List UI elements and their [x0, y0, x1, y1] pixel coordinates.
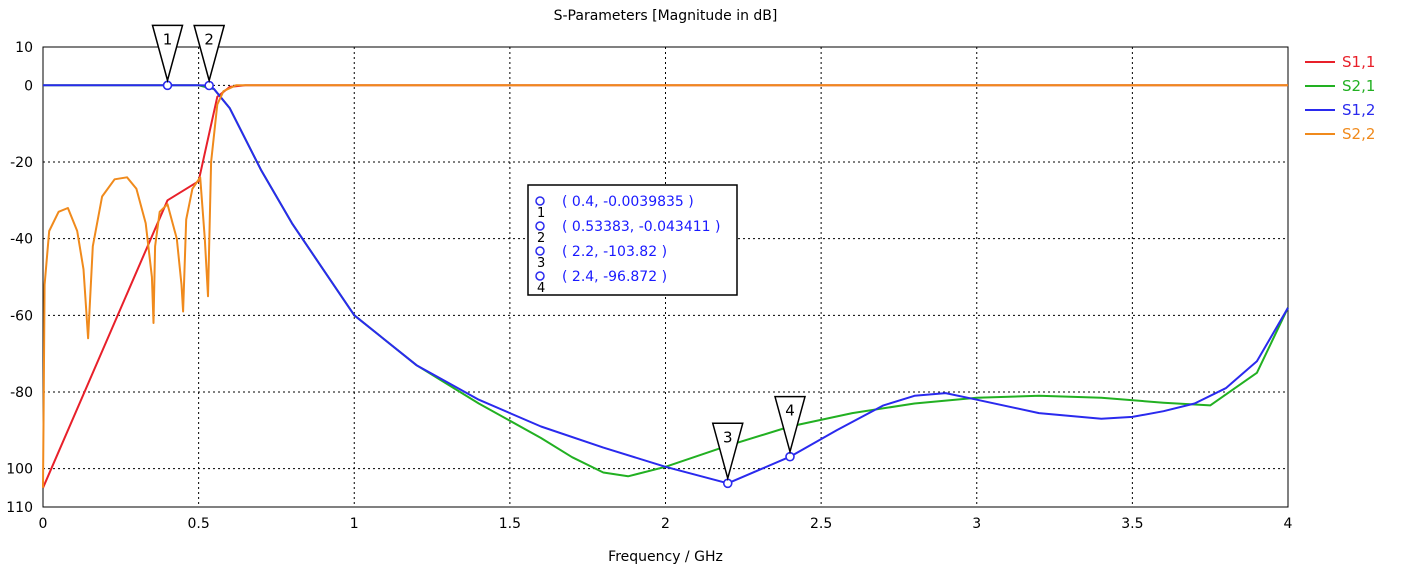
marker-flag-label-3: 3	[723, 428, 733, 446]
y-tick-label: 10	[15, 40, 33, 56]
marker-box-id-4: 4	[537, 281, 545, 296]
legend-label: S2,1	[1342, 77, 1375, 95]
x-tick-label: 3.5	[1121, 516, 1143, 532]
x-tick-label: 0.5	[187, 516, 209, 532]
marker-flag-4	[774, 395, 806, 455]
marker-value-box: 1 ( 0.4, -0.0039835 ) 2 ( 0.53383, -0.04341…	[527, 184, 738, 296]
series-layer	[42, 84, 1289, 489]
legend-label: S1,2	[1342, 101, 1375, 119]
marker-box-id-1: 1	[537, 206, 545, 221]
marker-box-symbol-2	[535, 221, 545, 231]
marker-box-id-3: 3	[537, 256, 545, 271]
marker-box-value-3: ( 2.2, -103.82 )	[562, 244, 667, 260]
x-tick-label: 0	[39, 516, 48, 532]
grid-layer	[42, 46, 1289, 508]
marker-flag-1	[151, 24, 184, 84]
series-line-s1-2	[43, 84, 1289, 485]
y-tick-label: -80	[10, 385, 33, 401]
marker-flag-label-2: 2	[204, 30, 214, 48]
x-tick-label: 1.5	[499, 516, 521, 532]
x-axis-label: Frequency / GHz	[608, 549, 723, 565]
chart-title: S-Parameters [Magnitude in dB]	[554, 8, 778, 24]
x-tick-label: 3	[972, 516, 981, 532]
y-tick-label: -40	[10, 232, 33, 248]
marker-flag-3	[711, 422, 744, 482]
legend-label: S1,1	[1342, 53, 1375, 71]
x-tick-label: 2.5	[810, 516, 832, 532]
marker-flag-label-4: 4	[785, 402, 795, 420]
y-tick-label: 0	[24, 78, 33, 94]
legend-label: S2,2	[1342, 125, 1375, 143]
marker-box-symbol-4	[535, 271, 545, 281]
x-tick-label: 4	[1284, 516, 1293, 532]
marker-box-value-2: ( 0.53383, -0.043411 )	[562, 219, 720, 235]
y-tick-label: 100	[6, 462, 33, 478]
marker-box-value-1: ( 0.4, -0.0039835 )	[562, 194, 694, 210]
series-line-s2-2	[42, 84, 1288, 488]
y-tick-label: 110	[6, 500, 33, 516]
x-tick-label: 1	[350, 516, 359, 532]
y-tick-label: -20	[10, 155, 33, 171]
marker-box-symbol-1	[535, 196, 545, 206]
marker-flag-label-1: 1	[163, 30, 173, 48]
marker-box-symbol-3	[535, 246, 545, 256]
x-tick-label: 2	[661, 516, 670, 532]
marker-box-value-4: ( 2.4, -96.872 )	[562, 269, 667, 285]
legend: S1,1 S2,1 S1,2 S2,2	[1305, 53, 1375, 143]
y-tick-label: -60	[10, 308, 33, 324]
marker-box-frame	[527, 184, 738, 296]
marker-layer: 1 2 3 4	[151, 24, 806, 489]
marker-box-id-2: 2	[537, 231, 545, 246]
marker-flag-2	[193, 24, 226, 84]
